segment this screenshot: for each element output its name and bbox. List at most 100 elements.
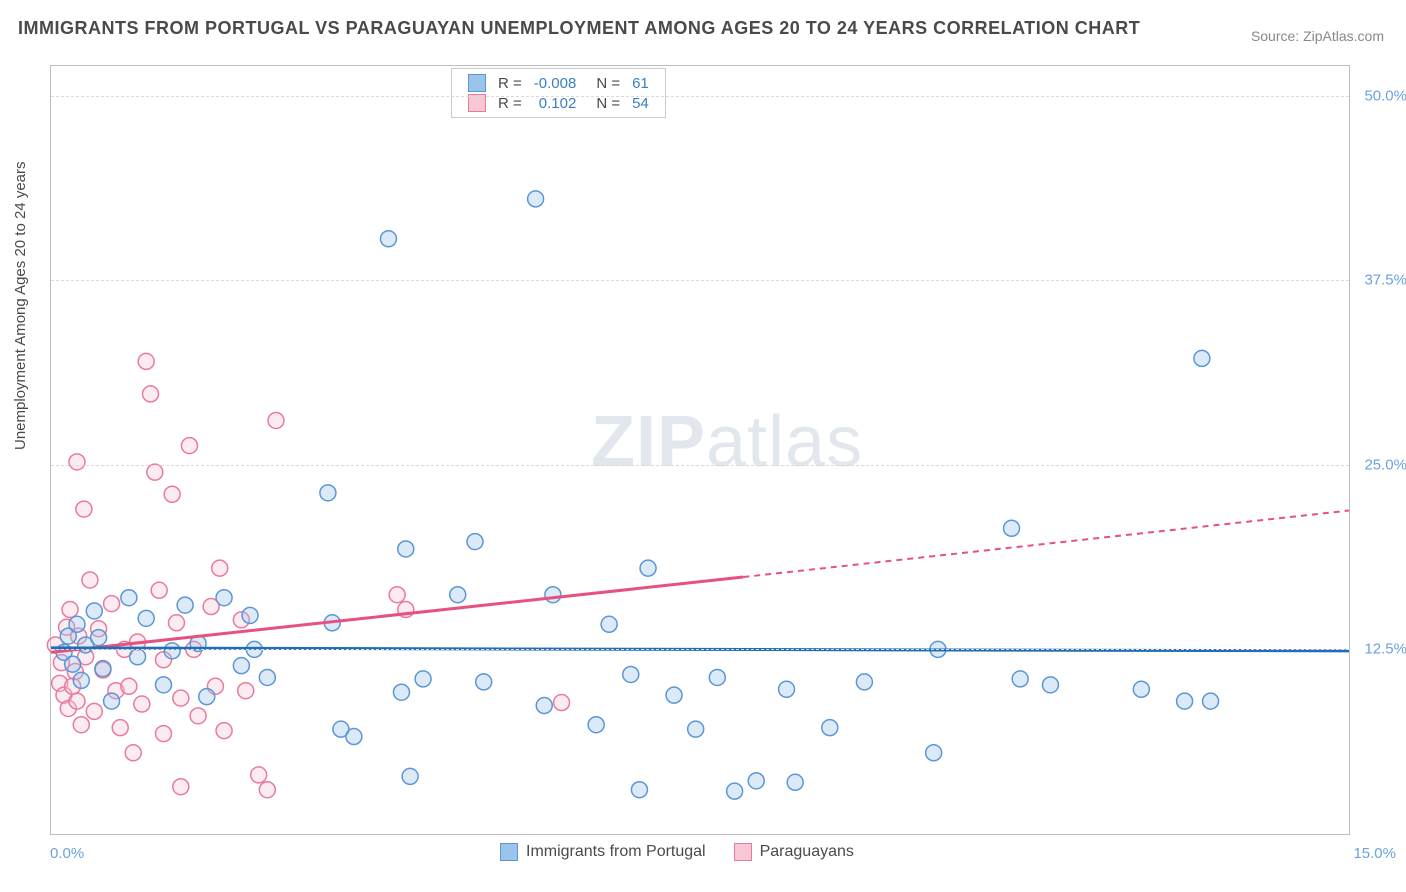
scatter-point-pink bbox=[554, 695, 570, 711]
legend-label: Immigrants from Portugal bbox=[526, 843, 706, 861]
scatter-point-blue bbox=[233, 658, 249, 674]
y-tick-label: 50.0% bbox=[1355, 87, 1406, 104]
scatter-point-blue bbox=[95, 661, 111, 677]
scatter-point-pink bbox=[389, 587, 405, 603]
scatter-point-pink bbox=[268, 412, 284, 428]
r-value: -0.008 bbox=[528, 73, 583, 93]
scatter-point-pink bbox=[69, 693, 85, 709]
scatter-point-pink bbox=[155, 726, 171, 742]
legend-row-blue: R = -0.008 N = 61 bbox=[462, 73, 655, 93]
scatter-point-blue bbox=[138, 610, 154, 626]
legend-swatch-blue bbox=[500, 843, 518, 861]
scatter-point-blue bbox=[415, 671, 431, 687]
scatter-point-blue bbox=[545, 587, 561, 603]
scatter-point-blue bbox=[164, 643, 180, 659]
legend-item-paraguayans: Paraguayans bbox=[734, 843, 854, 861]
scatter-point-blue bbox=[402, 768, 418, 784]
y-tick-label: 12.5% bbox=[1355, 641, 1406, 658]
legend-correlation-box: R = -0.008 N = 61 R = 0.102 N = 54 bbox=[451, 68, 666, 118]
scatter-point-pink bbox=[147, 464, 163, 480]
legend-swatch-pink bbox=[734, 843, 752, 861]
scatter-point-blue bbox=[91, 630, 107, 646]
trendline-pink-extrapolated bbox=[743, 511, 1349, 577]
x-axis-max-label: 15.0% bbox=[1353, 845, 1396, 862]
scatter-point-pink bbox=[112, 720, 128, 736]
legend-item-portugal: Immigrants from Portugal bbox=[500, 843, 706, 861]
n-label: N = bbox=[582, 73, 626, 93]
scatter-point-blue bbox=[86, 603, 102, 619]
scatter-point-blue bbox=[216, 590, 232, 606]
scatter-point-pink bbox=[134, 696, 150, 712]
legend-swatch-pink bbox=[468, 94, 486, 112]
scatter-point-blue bbox=[65, 656, 81, 672]
source-attribution: Source: ZipAtlas.com bbox=[1251, 28, 1384, 44]
scatter-point-pink bbox=[173, 779, 189, 795]
scatter-point-pink bbox=[216, 723, 232, 739]
scatter-point-pink bbox=[168, 615, 184, 631]
scatter-point-blue bbox=[926, 745, 942, 761]
scatter-point-blue bbox=[779, 681, 795, 697]
scatter-point-blue bbox=[1004, 520, 1020, 536]
scatter-point-pink bbox=[190, 708, 206, 724]
chart-title: IMMIGRANTS FROM PORTUGAL VS PARAGUAYAN U… bbox=[18, 18, 1140, 39]
gridline bbox=[51, 96, 1349, 97]
y-tick-label: 37.5% bbox=[1355, 272, 1406, 289]
plot-area: ZIPatlas R = -0.008 N = 61 R = 0.102 N =… bbox=[50, 65, 1350, 835]
n-value: 61 bbox=[626, 73, 655, 93]
scatter-point-blue bbox=[1042, 677, 1058, 693]
scatter-point-blue bbox=[1203, 693, 1219, 709]
scatter-point-pink bbox=[173, 690, 189, 706]
scatter-point-blue bbox=[1194, 350, 1210, 366]
scatter-point-pink bbox=[125, 745, 141, 761]
r-label: R = bbox=[492, 73, 528, 93]
chart-canvas bbox=[51, 66, 1349, 834]
legend-series: Immigrants from Portugal Paraguayans bbox=[500, 843, 854, 861]
scatter-point-blue bbox=[69, 616, 85, 632]
scatter-point-blue bbox=[528, 191, 544, 207]
scatter-point-blue bbox=[666, 687, 682, 703]
scatter-point-blue bbox=[346, 729, 362, 745]
scatter-point-blue bbox=[709, 669, 725, 685]
gridline bbox=[51, 465, 1349, 466]
scatter-point-blue bbox=[450, 587, 466, 603]
scatter-point-pink bbox=[121, 678, 137, 694]
scatter-point-blue bbox=[476, 674, 492, 690]
scatter-point-blue bbox=[1133, 681, 1149, 697]
y-tick-label: 25.0% bbox=[1355, 456, 1406, 473]
scatter-point-blue bbox=[536, 698, 552, 714]
scatter-point-pink bbox=[82, 572, 98, 588]
scatter-point-blue bbox=[398, 541, 414, 557]
scatter-point-pink bbox=[138, 353, 154, 369]
scatter-point-blue bbox=[822, 720, 838, 736]
scatter-point-pink bbox=[62, 602, 78, 618]
scatter-point-pink bbox=[238, 683, 254, 699]
scatter-point-pink bbox=[69, 454, 85, 470]
scatter-point-blue bbox=[1012, 671, 1028, 687]
scatter-point-blue bbox=[787, 774, 803, 790]
scatter-point-blue bbox=[588, 717, 604, 733]
scatter-point-blue bbox=[177, 597, 193, 613]
scatter-point-blue bbox=[199, 689, 215, 705]
scatter-point-pink bbox=[164, 486, 180, 502]
scatter-point-blue bbox=[380, 231, 396, 247]
gridline bbox=[51, 280, 1349, 281]
scatter-point-blue bbox=[727, 783, 743, 799]
legend-label: Paraguayans bbox=[760, 843, 854, 861]
scatter-point-pink bbox=[143, 386, 159, 402]
source-prefix: Source: bbox=[1251, 28, 1303, 44]
source-link[interactable]: ZipAtlas.com bbox=[1303, 28, 1384, 44]
scatter-point-blue bbox=[320, 485, 336, 501]
scatter-point-blue bbox=[104, 693, 120, 709]
legend-swatch-blue bbox=[468, 74, 486, 92]
scatter-point-blue bbox=[631, 782, 647, 798]
gridline bbox=[51, 649, 1349, 650]
scatter-point-pink bbox=[181, 438, 197, 454]
scatter-point-blue bbox=[856, 674, 872, 690]
scatter-point-blue bbox=[467, 534, 483, 550]
scatter-point-pink bbox=[104, 596, 120, 612]
scatter-point-blue bbox=[393, 684, 409, 700]
scatter-point-blue bbox=[748, 773, 764, 789]
scatter-point-blue bbox=[73, 672, 89, 688]
scatter-point-blue bbox=[640, 560, 656, 576]
scatter-point-blue bbox=[242, 607, 258, 623]
